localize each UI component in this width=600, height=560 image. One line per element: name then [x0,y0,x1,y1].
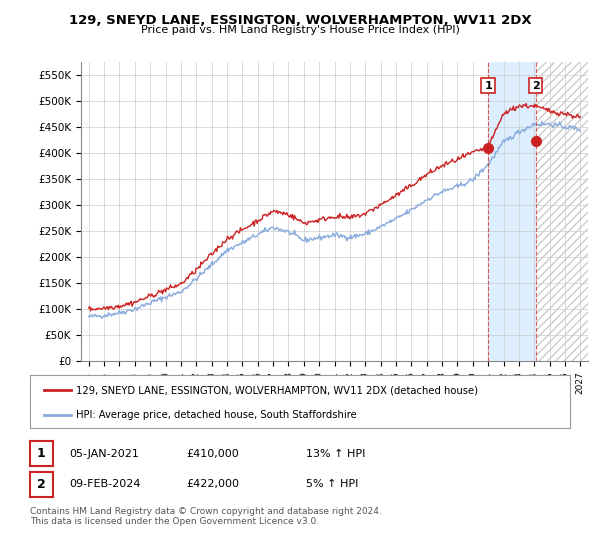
Text: £410,000: £410,000 [186,449,239,459]
Text: 2: 2 [532,81,539,91]
Text: £422,000: £422,000 [186,479,239,489]
Bar [536,62,588,361]
Text: 2: 2 [37,478,46,491]
Text: Contains HM Land Registry data © Crown copyright and database right 2024.
This d: Contains HM Land Registry data © Crown c… [30,507,382,526]
Text: Price paid vs. HM Land Registry's House Price Index (HPI): Price paid vs. HM Land Registry's House … [140,25,460,35]
Text: 13% ↑ HPI: 13% ↑ HPI [306,449,365,459]
Text: 129, SNEYD LANE, ESSINGTON, WOLVERHAMPTON, WV11 2DX (detached house): 129, SNEYD LANE, ESSINGTON, WOLVERHAMPTO… [76,385,478,395]
Text: 129, SNEYD LANE, ESSINGTON, WOLVERHAMPTON, WV11 2DX: 129, SNEYD LANE, ESSINGTON, WOLVERHAMPTO… [68,14,532,27]
Bar [488,62,536,361]
Text: 05-JAN-2021: 05-JAN-2021 [69,449,139,459]
Text: 09-FEB-2024: 09-FEB-2024 [69,479,140,489]
Text: HPI: Average price, detached house, South Staffordshire: HPI: Average price, detached house, Sout… [76,410,356,420]
Text: 5% ↑ HPI: 5% ↑ HPI [306,479,358,489]
Text: 1: 1 [37,447,46,460]
Text: 1: 1 [484,81,492,91]
